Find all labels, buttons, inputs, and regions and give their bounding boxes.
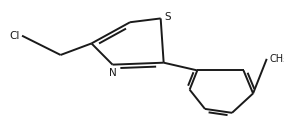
Text: CH₃: CH₃ [270,54,284,64]
Text: S: S [164,12,171,21]
Text: Cl: Cl [10,31,20,41]
Text: N: N [109,69,116,78]
